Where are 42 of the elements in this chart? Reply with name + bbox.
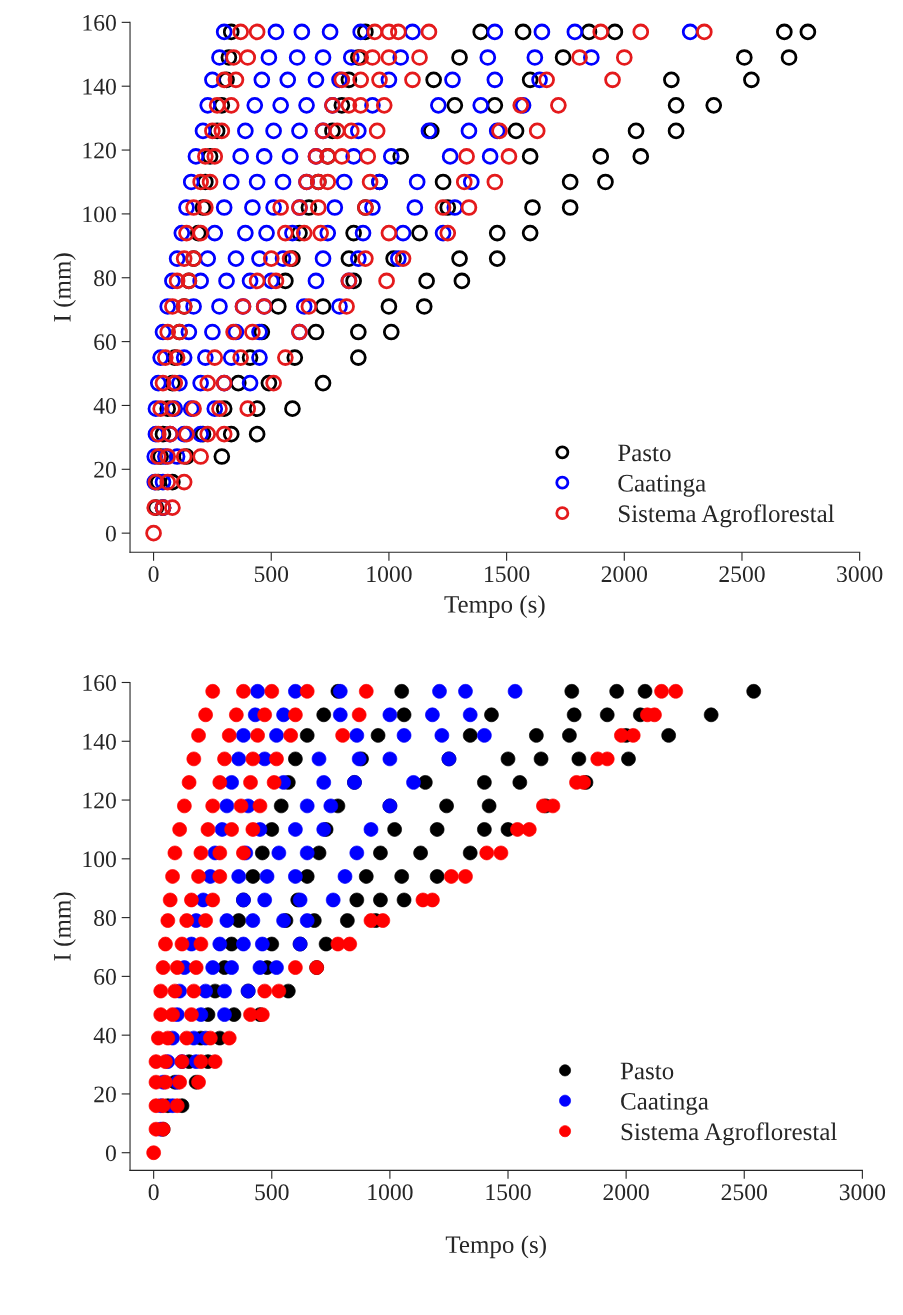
y-tick-label: 0 bbox=[105, 525, 116, 542]
legend-label: Sistema Agroflorestal bbox=[619, 504, 835, 528]
x-tick-label: 500 bbox=[255, 1184, 289, 1201]
legend-label: Caatinga bbox=[618, 474, 706, 497]
x-tick-label: 3000 bbox=[837, 566, 883, 583]
y-tick-label: 120 bbox=[83, 792, 116, 809]
y-tick-label: 80 bbox=[94, 910, 116, 927]
x-tick-label: 1500 bbox=[485, 566, 530, 583]
x-tick-label: 2000 bbox=[601, 566, 647, 583]
y-axis-title: I (mm) bbox=[53, 253, 76, 322]
x-tick-label: 3000 bbox=[839, 1184, 886, 1201]
legend-label: Caatinga bbox=[621, 1092, 709, 1115]
x-axis-title: Tempo (s) bbox=[445, 1235, 546, 1259]
x-axis-title: Tempo (s) bbox=[444, 595, 545, 618]
legend-label: Pasto bbox=[620, 1062, 674, 1080]
y-tick-label: 20 bbox=[94, 461, 116, 478]
y-tick-label: 40 bbox=[93, 397, 116, 414]
y-tick-label: 80 bbox=[94, 270, 116, 287]
y-tick-label: 20 bbox=[94, 1086, 116, 1103]
y-tick-label: 0 bbox=[105, 1145, 116, 1162]
x-tick-label: 2500 bbox=[721, 1184, 767, 1201]
legend-label: Sistema Agroflorestal bbox=[621, 1122, 837, 1146]
y-tick-label: 160 bbox=[83, 14, 116, 31]
x-tick-label: 2500 bbox=[719, 566, 765, 583]
y-axis-title: I (mm) bbox=[53, 892, 76, 961]
x-tick-label: 0 bbox=[148, 566, 159, 583]
x-tick-label: 1000 bbox=[368, 1184, 413, 1201]
y-tick-label: 40 bbox=[93, 1027, 116, 1044]
legend-label: Pasto bbox=[618, 444, 671, 462]
x-tick-label: 1500 bbox=[486, 1184, 531, 1201]
y-tick-label: 140 bbox=[83, 733, 116, 750]
x-tick-label: 2000 bbox=[603, 1184, 649, 1201]
y-tick-label: 140 bbox=[83, 78, 116, 95]
y-tick-label: 60 bbox=[94, 968, 116, 985]
x-tick-label: 0 bbox=[148, 1184, 159, 1201]
y-tick-label: 100 bbox=[83, 206, 116, 223]
y-tick-label: 100 bbox=[83, 851, 116, 868]
y-tick-label: 120 bbox=[83, 142, 116, 159]
y-tick-label: 60 bbox=[94, 334, 116, 351]
y-tick-label: 160 bbox=[83, 674, 116, 691]
x-tick-label: 1000 bbox=[367, 566, 412, 583]
x-tick-label: 500 bbox=[254, 566, 289, 583]
